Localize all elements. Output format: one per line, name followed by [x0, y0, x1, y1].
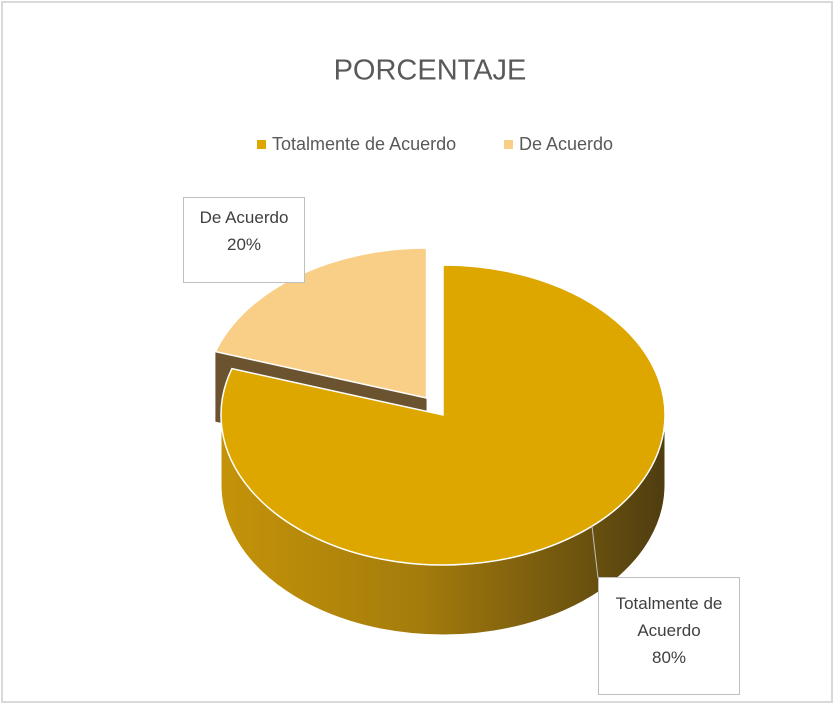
pie	[214, 247, 666, 636]
data-label-category: De Acuerdo	[199, 208, 289, 227]
legend-swatch	[257, 140, 266, 149]
leader-line	[591, 525, 599, 579]
chart-title: PORCENTAJE	[334, 55, 527, 87]
data-label: De Acuerdo 20%	[183, 197, 305, 283]
legend-label: Totalmente de Acuerdo	[272, 134, 456, 154]
data-label: Totalmente de Acuerdo 80%	[598, 577, 740, 695]
legend-swatch	[504, 140, 513, 149]
legend: Totalmente de Acuerdo De Acuerdo	[257, 134, 613, 154]
data-label-value: 80%	[651, 648, 687, 667]
data-label-value: 20%	[226, 235, 262, 254]
pie-slice	[220, 264, 666, 566]
legend-label: De Acuerdo	[519, 134, 613, 154]
data-label-category: Totalmente de Acuerdo	[615, 594, 723, 640]
